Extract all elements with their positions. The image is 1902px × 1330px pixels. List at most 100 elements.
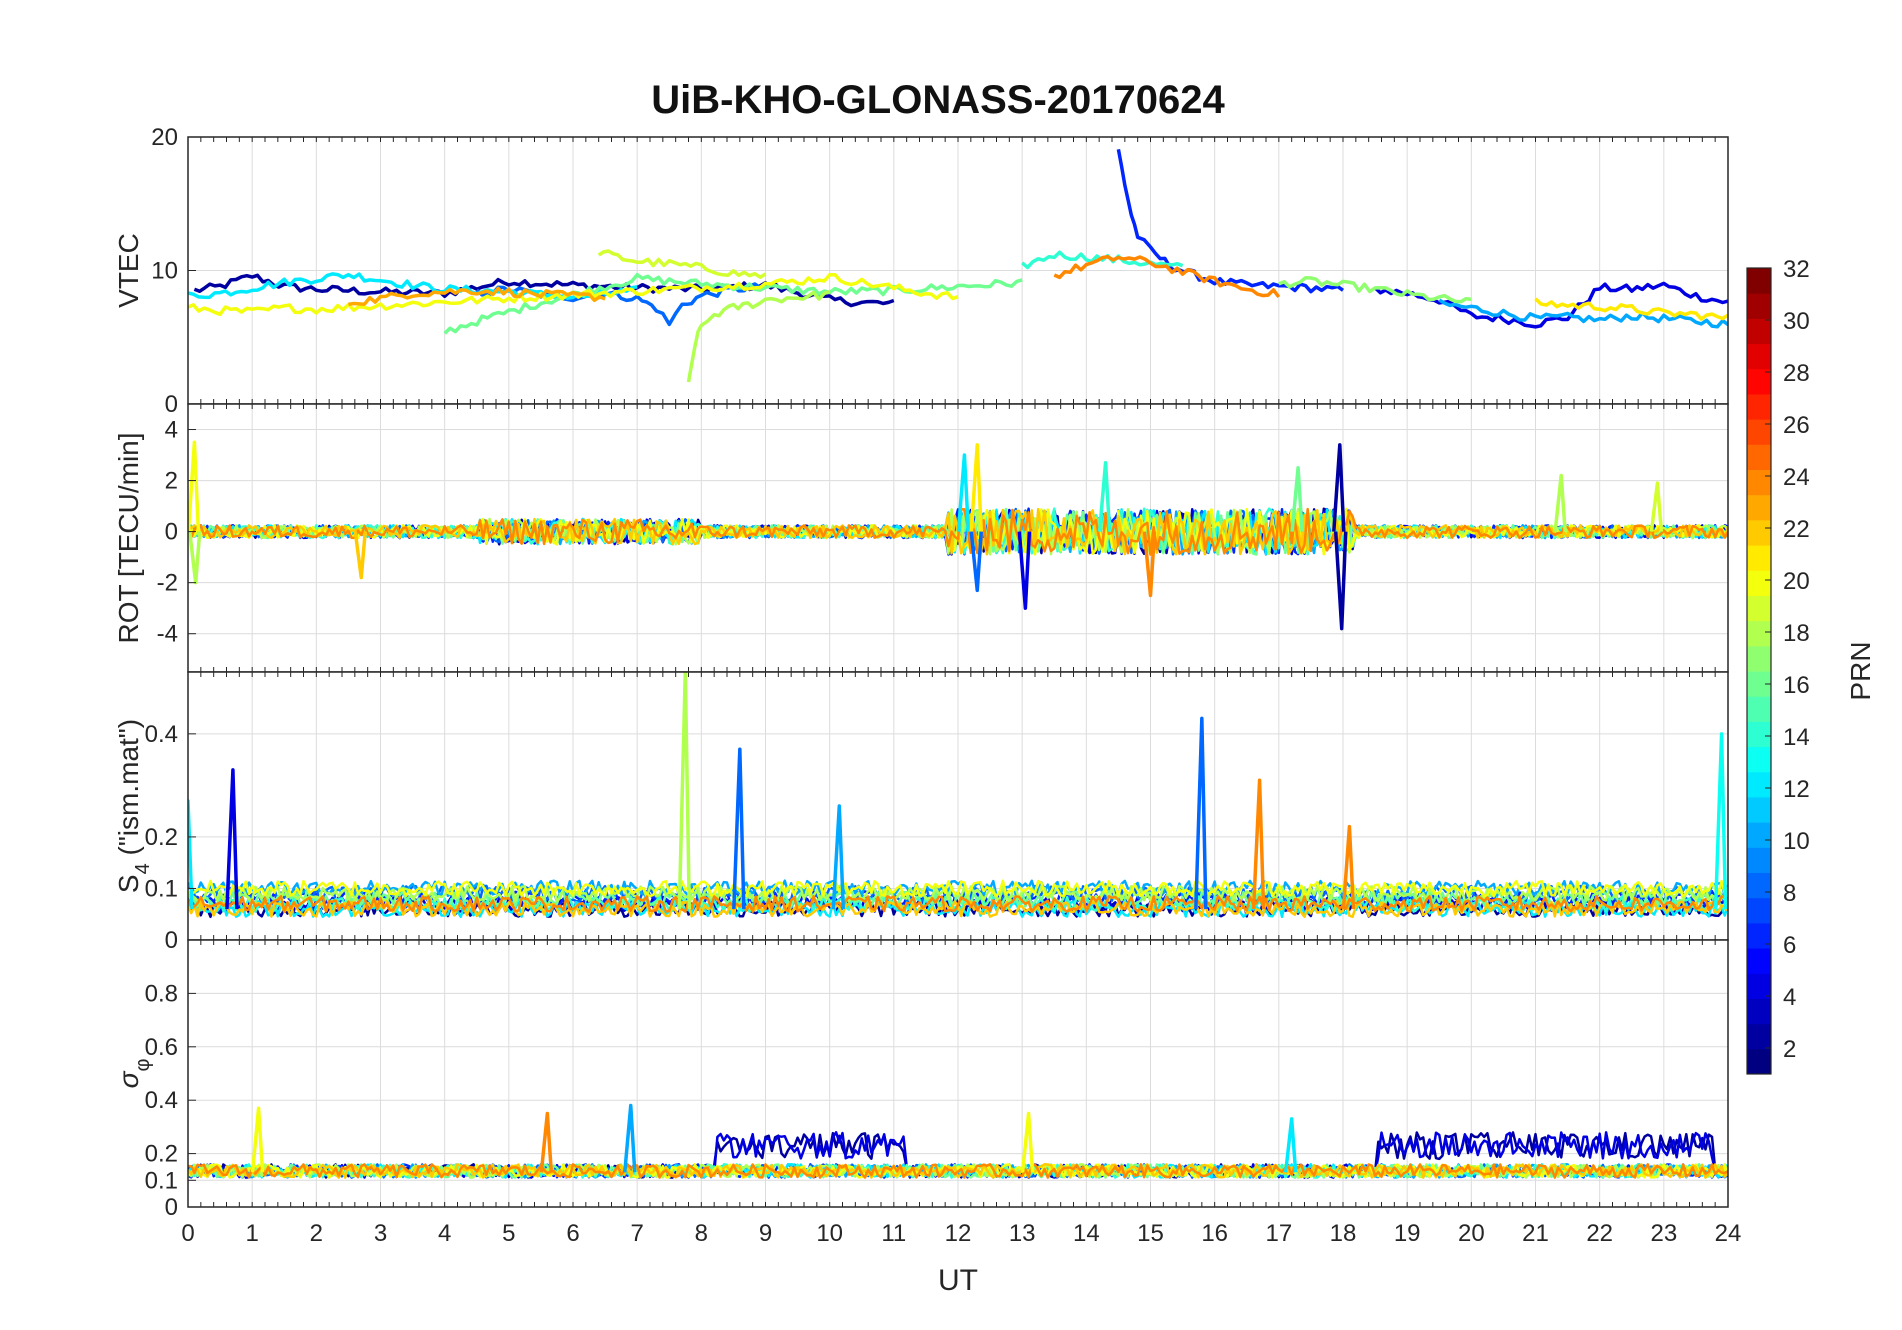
colorbar-segment — [1747, 822, 1771, 848]
colorbar-segment — [1747, 343, 1771, 370]
rot-spike-prn-20 — [188, 440, 201, 532]
colorbar-tick-label: 8 — [1783, 880, 1796, 907]
panel-s4: 0 0.1 0.2 0.4S4 ("ism.mat") — [113, 671, 1729, 954]
y-tick-label: -4 — [157, 621, 178, 648]
x-tick-label: 5 — [502, 1220, 515, 1247]
rot-spike-prn-4 — [1017, 531, 1032, 610]
colorbar-segment — [1747, 519, 1771, 546]
colorbar-segment — [1747, 444, 1771, 470]
chart-title: UiB-KHO-GLONASS-20170624 — [651, 78, 1225, 122]
y-tick-label: 0.2 — [145, 1141, 178, 1168]
colorbar-tick-label: 18 — [1783, 620, 1810, 647]
colorbar-segment — [1747, 897, 1771, 924]
colorbar-tick-label: 4 — [1783, 984, 1796, 1011]
y-tick-label: 0.1 — [145, 1167, 178, 1194]
x-tick-label: 23 — [1650, 1220, 1677, 1247]
y-axis-label-rot: ROT [TECU/min] — [113, 432, 144, 643]
vtec-series-prn-17 — [1278, 275, 1472, 304]
colorbar-segment — [1747, 998, 1771, 1025]
y-tick-label: 0 — [165, 927, 178, 954]
colorbar-segment — [1747, 368, 1771, 395]
y-tick-label: -2 — [157, 570, 178, 597]
y-tick-label: 0 — [165, 1194, 178, 1221]
rot-spike-prn-22 — [353, 531, 367, 580]
x-tick-label: 19 — [1394, 1220, 1421, 1247]
colorbar-segment — [1747, 771, 1771, 798]
sigma-spike-prn-12 — [1283, 1117, 1298, 1173]
colorbar-tick-label: 24 — [1783, 464, 1810, 491]
vtec-series-prn-6 — [1116, 148, 1345, 294]
colorbar-segment — [1747, 620, 1771, 647]
s4-spike-prn-12 — [188, 799, 194, 910]
minor-ticks — [187, 404, 1729, 672]
y-tick-label: 0.6 — [145, 1034, 178, 1061]
colorbar-segment — [1747, 721, 1771, 748]
colorbar-tick-label: 16 — [1783, 672, 1810, 699]
data-layer — [188, 440, 1728, 631]
rot-spike-prn-8 — [969, 531, 983, 593]
y-axis-label-vtec: VTEC — [113, 233, 144, 308]
x-tick-label: 20 — [1458, 1220, 1485, 1247]
colorbar-label: PRN — [1845, 641, 1876, 700]
panel-sigma: 00.10.2 0.4 0.6 0.8 σφ — [113, 939, 1729, 1221]
y-tick-label: 0 — [165, 519, 178, 546]
s4-spike-prn-8 — [1194, 716, 1208, 910]
s4-spike-prn-24 — [1341, 824, 1356, 910]
y-tick-label: 0.8 — [145, 980, 178, 1007]
s4-spike-prn-13 — [1713, 732, 1728, 910]
x-tick-label: 0 — [181, 1220, 194, 1247]
colorbar-segment — [1747, 545, 1771, 571]
colorbar-segment — [1747, 570, 1771, 596]
x-tick-label: 12 — [945, 1220, 972, 1247]
colorbar-frame — [1746, 267, 1772, 1075]
colorbar-segment — [1747, 595, 1771, 622]
vtec-series-prn-24 — [1053, 254, 1281, 299]
colorbar-segment — [1747, 696, 1771, 722]
noise-trace-prn-24 — [188, 895, 1728, 913]
colorbar-segment — [1747, 469, 1771, 496]
x-tick-label: 14 — [1073, 1220, 1100, 1247]
s4-spike-prn-10 — [831, 804, 846, 910]
x-tick-label: 2 — [310, 1220, 323, 1247]
colorbar-tick-label: 14 — [1783, 724, 1810, 751]
data-layer — [188, 672, 1728, 919]
colorbar-tick-label: 6 — [1783, 932, 1796, 959]
data-layer — [188, 1103, 1728, 1179]
sigma-spike-prn-24 — [539, 1111, 554, 1173]
colorbar-segment — [1747, 872, 1771, 899]
x-tick-label: 9 — [759, 1220, 772, 1247]
colorbar-segment — [1747, 419, 1771, 445]
colorbar-tick-label: 2 — [1783, 1036, 1796, 1063]
x-tick-label: 15 — [1137, 1220, 1164, 1247]
s4-spike-prn-18 — [677, 672, 692, 910]
noise-trace-prn-22 — [188, 1163, 1728, 1179]
colorbar-segment — [1747, 645, 1771, 672]
colorbar-segment — [1747, 746, 1771, 773]
vtec-series-prn-19 — [597, 249, 767, 279]
minor-ticks — [187, 940, 1729, 1207]
x-tick-label: 10 — [816, 1220, 843, 1247]
colorbar-tick-label: 10 — [1783, 828, 1810, 855]
y-tick-label: 10 — [151, 258, 178, 285]
x-tick-label: 6 — [566, 1220, 579, 1247]
colorbar-segment — [1747, 318, 1771, 345]
colorbar-segment — [1747, 948, 1771, 974]
x-tick-label: 21 — [1522, 1220, 1549, 1247]
vtec-series-prn-10 — [1438, 298, 1728, 329]
sigma-spike-prn-20 — [250, 1106, 265, 1173]
y-tick-label: 4 — [165, 417, 178, 444]
colorbar-segment — [1747, 922, 1771, 949]
vtec-series-prn-21 — [1534, 297, 1728, 321]
data-layer — [188, 148, 1728, 383]
y-tick-label: 0.4 — [145, 1087, 178, 1114]
y-tick-label: 0.4 — [145, 721, 178, 748]
rot-spike-prn-18 — [1553, 473, 1567, 532]
s4-spike-prn-4 — [225, 768, 239, 910]
rot-spike-prn-21 — [969, 443, 983, 532]
colorbar-segment — [1747, 847, 1771, 873]
rot-spike-prn-14 — [1097, 460, 1112, 532]
x-tick-label: 13 — [1009, 1220, 1036, 1247]
colorbar-tick-label: 26 — [1783, 412, 1810, 439]
x-tick-label: 22 — [1586, 1220, 1613, 1247]
